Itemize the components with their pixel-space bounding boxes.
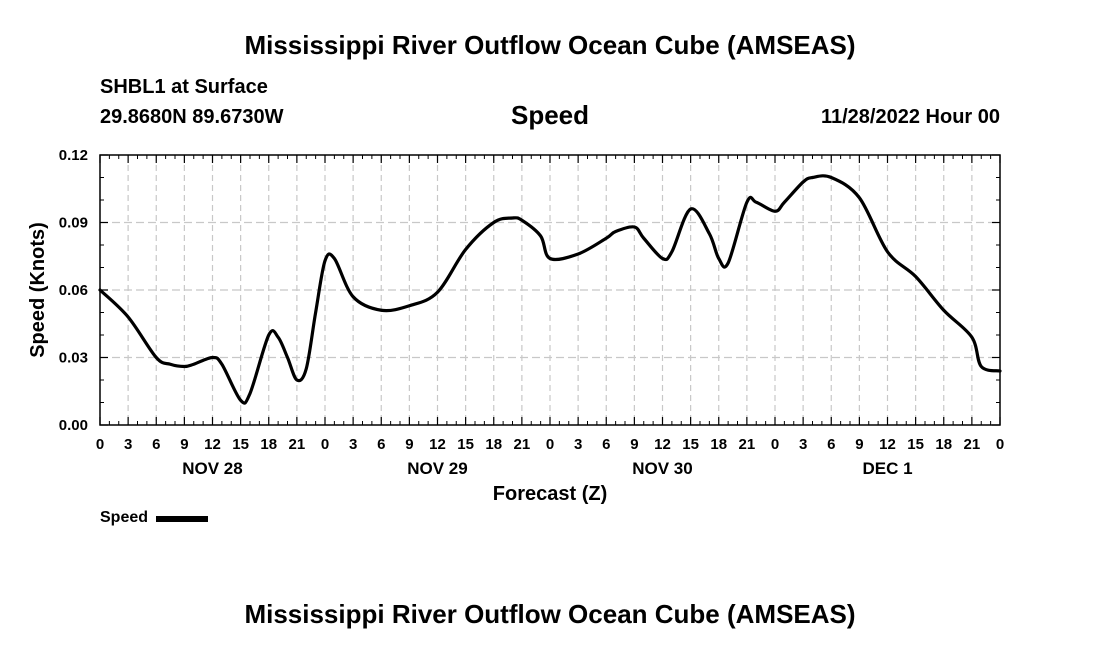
legend-line-swatch	[156, 516, 209, 522]
x-tick-label: 21	[514, 436, 531, 453]
chart-main-title: Mississippi River Outflow Ocean Cube (AM…	[244, 30, 856, 60]
x-tick-label: 18	[935, 436, 952, 453]
x-tick-label: 18	[260, 436, 277, 453]
x-day-label: NOV 29	[407, 459, 467, 478]
x-tick-label: 12	[879, 436, 896, 453]
x-tick-label: 18	[710, 436, 727, 453]
x-axis-title: Forecast (Z)	[493, 483, 607, 505]
forecast-datetime: 11/28/2022 Hour 00	[820, 106, 1000, 128]
x-tick-label: 15	[682, 436, 699, 453]
x-tick-label: 6	[602, 436, 610, 453]
x-tick-label: 9	[405, 436, 413, 453]
x-tick-label: 3	[574, 436, 582, 453]
legend: Speed	[100, 509, 209, 527]
x-tick-label: 3	[349, 436, 357, 453]
x-tick-label: 21	[739, 436, 756, 453]
y-tick-label: 0.12	[59, 147, 88, 164]
x-tick-label: 12	[204, 436, 221, 453]
legend-label: Speed	[100, 509, 149, 526]
x-tick-label: 9	[630, 436, 638, 453]
x-tick-label: 21	[964, 436, 981, 453]
x-tick-label: 6	[827, 436, 835, 453]
station-coordinates: 29.8680N 89.6730W	[100, 106, 284, 128]
y-tick-label: 0.06	[59, 282, 88, 299]
x-tick-label: 9	[180, 436, 188, 453]
x-day-label: DEC 1	[862, 459, 912, 478]
axis-labels: 0 3 6 9 12 15 18 21 0 3 6 9 12 15 18 21 0 3 6 9 12 15 18 21 0 3 6 9…	[59, 147, 1004, 478]
x-tick-label: 9	[855, 436, 863, 453]
x-day-label: NOV 30	[632, 459, 692, 478]
x-tick-label: 15	[907, 436, 924, 453]
x-tick-label: 6	[152, 436, 160, 453]
x-tick-label: 21	[289, 436, 306, 453]
x-tick-label: 12	[429, 436, 446, 453]
plot-title: Speed	[510, 100, 590, 130]
x-day-label: NOV 28	[182, 459, 242, 478]
y-tick-label: 0.03	[59, 350, 88, 367]
x-tick-label: 0	[546, 436, 554, 453]
x-tick-label: 3	[124, 436, 132, 453]
y-tick-label: 0.00	[59, 417, 88, 434]
x-tick-label: 18	[485, 436, 502, 453]
axis-ticks	[99, 154, 1001, 426]
x-tick-label: 15	[457, 436, 474, 453]
y-tick-label: 0.09	[59, 215, 88, 232]
x-tick-label: 0	[321, 436, 329, 453]
x-tick-label: 12	[654, 436, 671, 453]
series-layer	[98, 174, 1002, 405]
x-tick-label: 3	[799, 436, 807, 453]
x-tick-label: 15	[232, 436, 249, 453]
y-axis-title: Speed (Knots)	[27, 222, 49, 358]
x-tick-label: 0	[996, 436, 1004, 453]
speed-series-line	[98, 174, 1002, 405]
grid-lines	[100, 155, 1000, 425]
x-tick-label: 0	[771, 436, 779, 453]
chart-bottom-title: Mississippi River Outflow Ocean Cube (AM…	[244, 599, 856, 629]
x-tick-label: 0	[96, 436, 104, 453]
x-tick-label: 6	[377, 436, 385, 453]
station-label: SHBL1 at Surface	[100, 76, 268, 98]
